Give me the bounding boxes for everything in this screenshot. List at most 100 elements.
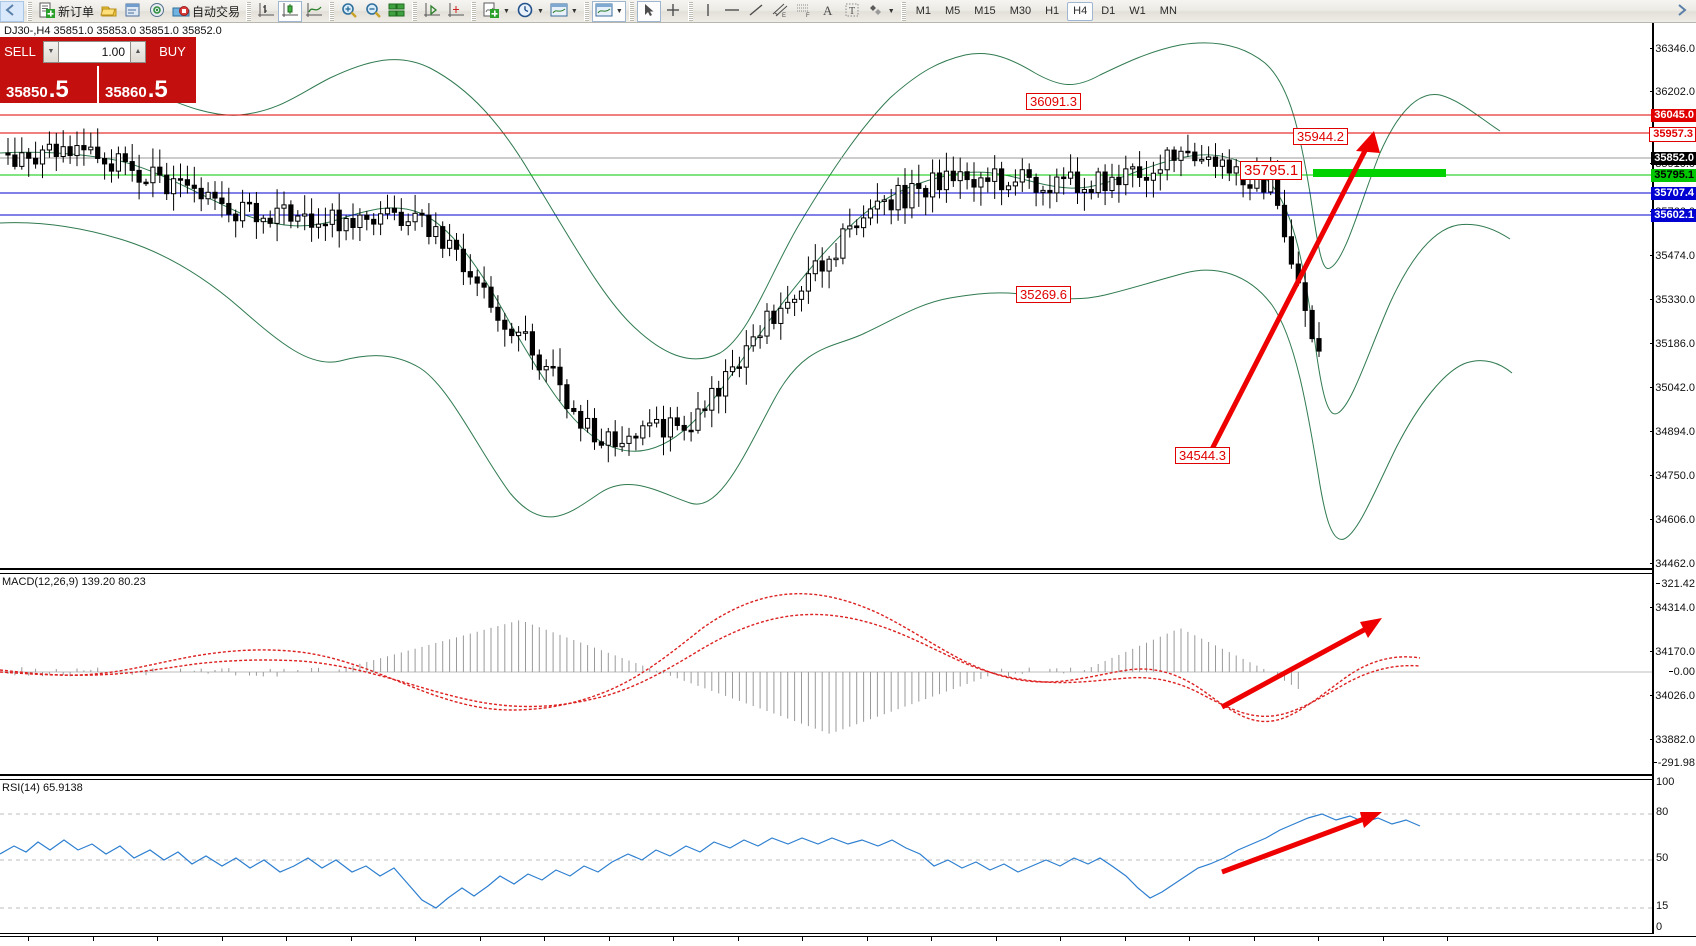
trade-panel-divider <box>97 66 99 103</box>
crosshair-tool-button[interactable] <box>661 1 685 22</box>
buy-button[interactable]: BUY <box>149 37 196 66</box>
tile-windows-button[interactable] <box>385 1 409 22</box>
price-scale-tick: 33882.0 <box>1650 735 1695 746</box>
rsi-pane[interactable]: RSI(14) 65.9138 <box>0 779 1652 934</box>
new-order-label: 新订单 <box>58 4 95 19</box>
autotrading-button[interactable]: 自动交易 <box>169 1 243 22</box>
toolbar-more-icon[interactable] <box>1671 1 1696 22</box>
price-scale[interactable]: 36346.036202.035910.035766.035474.035330… <box>1649 23 1696 934</box>
price-scale-tick: 35186.0 <box>1650 339 1695 350</box>
line-chart-button[interactable] <box>302 1 326 22</box>
chevron-down-icon-2[interactable]: ▼ <box>536 7 544 15</box>
template-icon-2 <box>595 2 613 20</box>
auto-scroll-button[interactable] <box>444 1 468 22</box>
line-chart-icon <box>305 2 323 20</box>
new-order-button[interactable]: 新订单 <box>35 1 97 22</box>
timeframe-button-mn[interactable]: MN <box>1159 4 1177 17</box>
period-button[interactable]: ▼ <box>513 1 547 22</box>
annotation-callout-35944[interactable]: 35944.2 <box>1293 128 1348 145</box>
price-scale-tick: 35474.0 <box>1650 251 1695 262</box>
time-axis-tick <box>1447 937 1448 941</box>
terminal-button[interactable] <box>121 1 145 22</box>
bar-chart-button[interactable] <box>254 1 278 22</box>
expert-advisors-button[interactable] <box>97 1 121 22</box>
horizontal-line-icon <box>723 2 741 20</box>
vertical-line-tool-button[interactable] <box>696 1 720 22</box>
one-click-trading-panel[interactable]: SELL ▼ 1.00 ▲ BUY 35850 .5 35860 .5 <box>0 37 196 103</box>
templates-button-2[interactable]: ▼ <box>591 0 626 22</box>
chart-container[interactable]: DJ30-,H4 35851.0 35853.0 35851.0 35852.0 <box>0 23 1696 946</box>
timeframe-button-h1[interactable]: H1 <box>1045 4 1060 17</box>
volume-decrease-button[interactable]: ▼ <box>43 40 59 63</box>
templates-button[interactable]: ▼ <box>547 1 581 22</box>
timeframe-button-d1[interactable]: D1 <box>1101 4 1116 17</box>
crosshair-icon <box>664 2 682 20</box>
annotation-callout-35795[interactable]: 35795.1 <box>1240 161 1303 180</box>
chevron-down-icon-3[interactable]: ▼ <box>570 7 578 15</box>
chevron-down-icon-5[interactable]: ▼ <box>887 7 895 15</box>
trade-panel-top-row: SELL ▼ 1.00 ▲ BUY <box>0 37 196 66</box>
fibonacci-tool-button[interactable]: F <box>792 1 816 22</box>
price-scale-tick: 34170.0 <box>1650 647 1695 658</box>
chart-shift-button[interactable] <box>420 1 444 22</box>
horizontal-line-tool-button[interactable] <box>720 1 744 22</box>
macd-label: MACD(12,26,9) 139.20 80.23 <box>2 576 146 588</box>
left-arrow-icon <box>3 2 21 20</box>
price-level-badge[interactable]: 35602.1 <box>1651 209 1696 222</box>
equidistant-channel-tool-button[interactable]: E <box>768 1 792 22</box>
chevron-down-icon[interactable]: ▼ <box>503 7 510 15</box>
svg-text:T: T <box>849 6 855 17</box>
cursor-arrow-icon <box>640 2 658 20</box>
trendline-tool-button[interactable] <box>744 1 768 22</box>
tile-windows-icon <box>388 2 406 20</box>
price-scale-tick: 34606.0 <box>1650 515 1695 526</box>
timeframe-button-m30[interactable]: M30 <box>1009 4 1032 17</box>
annotation-callout-35269[interactable]: 35269.6 <box>1016 286 1071 303</box>
volume-increase-button[interactable]: ▲ <box>130 40 146 63</box>
timeframe-button-w1[interactable]: W1 <box>1129 4 1146 17</box>
add-indicator-button[interactable]: ▼ <box>479 1 513 22</box>
candlestick-chart-button[interactable] <box>278 0 303 22</box>
timeframe-button-m5[interactable]: M5 <box>945 4 961 17</box>
time-axis-tick <box>737 937 739 941</box>
timeframe-button-m15[interactable]: M15 <box>974 4 996 17</box>
rsi-chart-svg <box>0 812 1652 909</box>
annotation-callout-36091[interactable]: 36091.3 <box>1026 93 1081 110</box>
chevron-down-icon-4[interactable]: ▼ <box>615 7 623 15</box>
time-axis-tick <box>479 937 481 941</box>
auto-scroll-icon <box>447 2 465 20</box>
time-axis-tick <box>157 937 158 941</box>
price-level-badge[interactable]: 35795.1 <box>1651 169 1696 182</box>
volume-control[interactable]: ▼ 1.00 ▲ <box>40 37 149 66</box>
toolbar-overflow-icon[interactable] <box>0 0 24 22</box>
sell-button[interactable]: SELL <box>0 37 40 66</box>
toolbar-separator-9 <box>900 1 906 21</box>
price-level-badge[interactable]: 35852.0 <box>1651 152 1696 165</box>
template-icon <box>550 2 568 20</box>
cursor-tool-button[interactable] <box>636 0 661 22</box>
macd-pane[interactable]: MACD(12,26,9) 139.20 80.23 <box>0 573 1652 776</box>
zoom-in-button[interactable] <box>337 1 361 22</box>
timeframe-button-h4[interactable]: H4 <box>1067 1 1094 21</box>
volume-input[interactable]: 1.00 <box>59 40 130 63</box>
sell-price[interactable]: 35850 .5 <box>0 66 97 103</box>
annotation-callout-34544[interactable]: 34544.3 <box>1175 447 1230 464</box>
main-toolbar: 新订单 自动交易 <box>0 0 1696 23</box>
timeframe-button-m1[interactable]: M1 <box>915 4 931 17</box>
price-pane[interactable]: DJ30-,H4 35851.0 35853.0 35851.0 35852.0 <box>0 23 1652 570</box>
price-level-badge[interactable]: 36045.0 <box>1651 109 1696 122</box>
time-axis: Nov 202116 Nov 12:0017 Nov 20:0019 Nov 0… <box>0 936 1696 946</box>
text-tool-button[interactable]: A <box>816 1 840 22</box>
toolbar-separator-6 <box>583 1 589 21</box>
time-axis-tick <box>350 937 352 941</box>
folder-yellow-icon <box>100 2 118 20</box>
price-level-badge[interactable]: 35957.3 <box>1649 127 1696 142</box>
toolbar-separator-3 <box>329 1 335 21</box>
zoom-out-button[interactable] <box>361 1 385 22</box>
signals-button[interactable] <box>145 1 169 22</box>
buy-price[interactable]: 35860 .5 <box>99 66 196 103</box>
price-level-badge[interactable]: 35707.4 <box>1651 187 1696 200</box>
text-label-tool-button[interactable]: T <box>840 1 864 22</box>
shapes-tool-button[interactable]: ▼ <box>864 1 898 22</box>
chart-symbol-header: DJ30-,H4 35851.0 35853.0 35851.0 35852.0 <box>4 25 222 37</box>
